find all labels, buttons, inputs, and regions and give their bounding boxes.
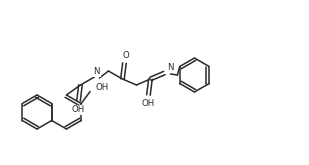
Text: N: N (93, 67, 100, 77)
Text: OH: OH (72, 105, 85, 115)
Text: O: O (122, 50, 129, 60)
Text: N: N (167, 64, 174, 72)
Text: OH: OH (142, 99, 155, 109)
Text: OH: OH (95, 83, 108, 92)
